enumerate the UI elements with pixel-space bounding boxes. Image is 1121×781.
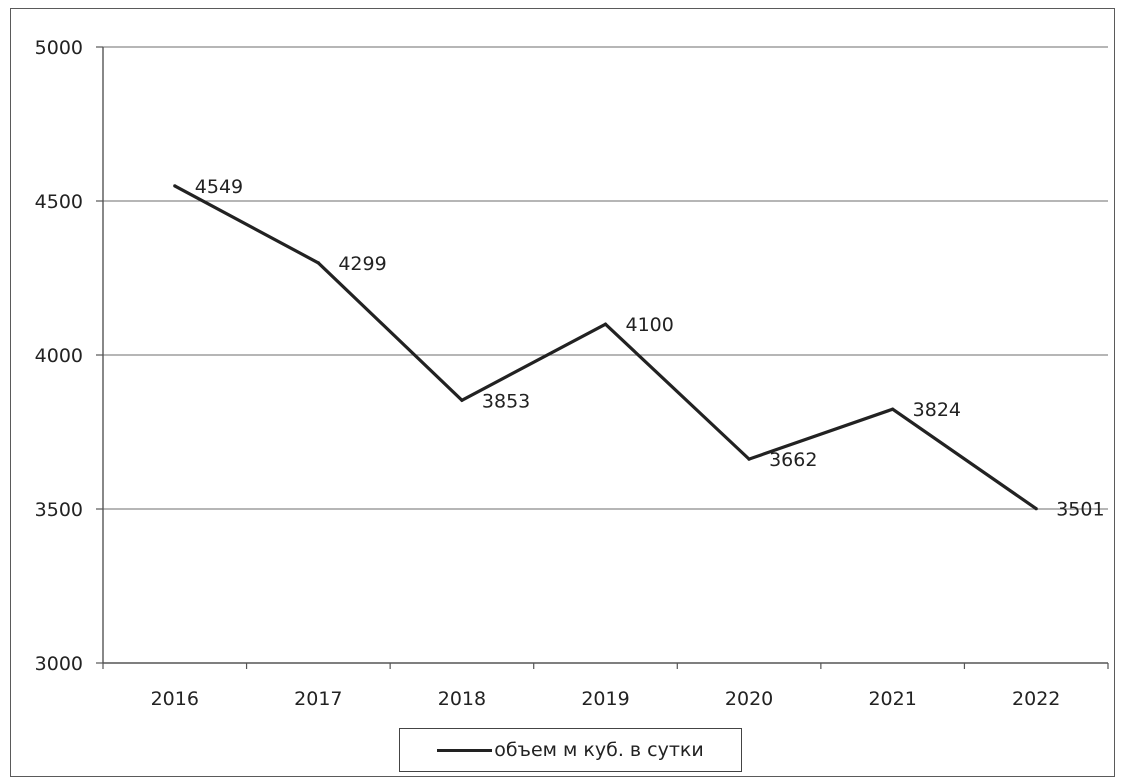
data-labels: 4549 4299 3853 4100 3662 3824 3501 [195, 176, 1105, 521]
legend-line-swatch [437, 748, 493, 752]
x-tick-label: 2021 [868, 688, 916, 710]
data-label: 4299 [338, 253, 386, 275]
x-tick-label: 2018 [438, 688, 486, 710]
gridlines [103, 46, 1108, 510]
data-label: 3501 [1056, 499, 1104, 521]
data-point [460, 398, 464, 402]
y-tick-label: 4000 [35, 345, 83, 367]
x-tick-labels: 2016 2017 2018 2019 2020 2021 2022 [151, 688, 1061, 710]
x-tick-label: 2020 [725, 688, 773, 710]
data-point [173, 184, 177, 188]
legend: объем м куб. в сутки [399, 728, 742, 772]
y-tick-label: 4500 [35, 191, 83, 213]
data-label: 3824 [913, 399, 961, 421]
y-tick-label: 5000 [35, 37, 83, 59]
data-label: 3853 [482, 390, 530, 412]
x-tick-label: 2019 [581, 688, 629, 710]
axes [96, 46, 1109, 669]
y-tick-label: 3500 [35, 499, 83, 521]
series-lines [173, 184, 1038, 511]
data-point [747, 457, 751, 461]
data-label: 3662 [769, 449, 817, 471]
data-point [1034, 507, 1038, 511]
data-label: 4549 [195, 176, 243, 198]
x-tick-label: 2017 [294, 688, 342, 710]
y-tick-labels: 3000 3500 4000 4500 5000 [35, 37, 83, 675]
data-point [891, 407, 895, 411]
x-tick-label: 2016 [151, 688, 199, 710]
chart-frame [10, 8, 1115, 777]
data-point [316, 261, 320, 265]
legend-label: объем м куб. в сутки [494, 739, 704, 761]
data-label: 4100 [626, 314, 674, 336]
x-tick-label: 2022 [1012, 688, 1060, 710]
data-point [603, 322, 608, 326]
y-tick-label: 3000 [35, 653, 83, 675]
series-line-0 [174, 184, 1038, 511]
